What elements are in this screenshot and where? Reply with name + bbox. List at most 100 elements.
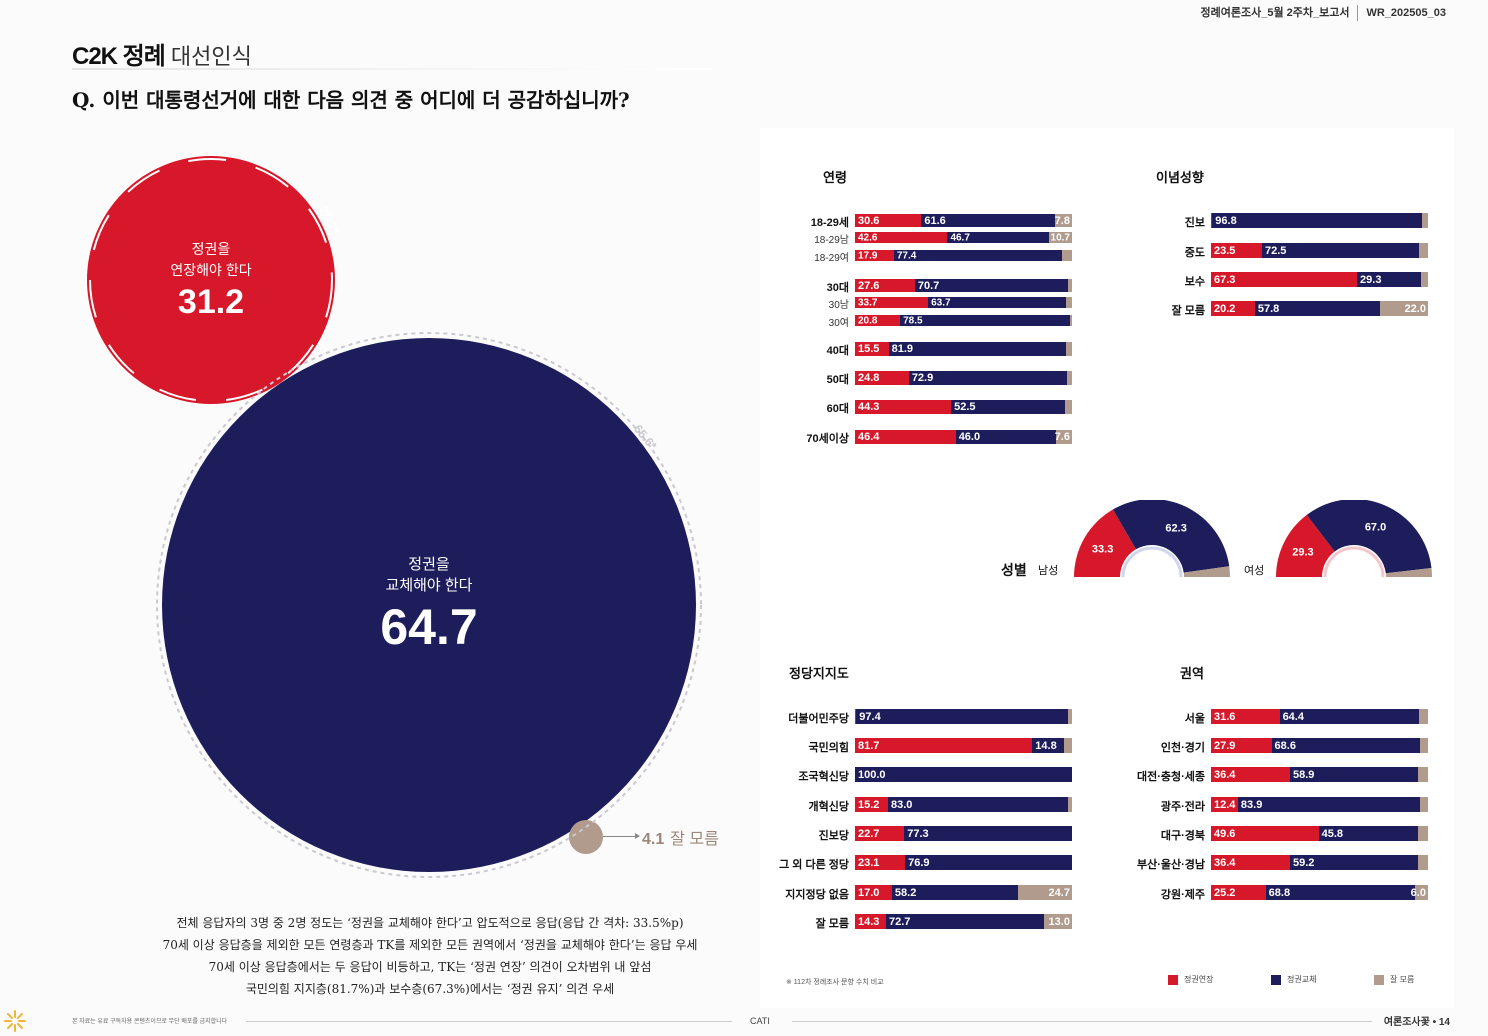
stacked-bar: 12.4 83.9	[1211, 797, 1428, 812]
section-ideology-title: 이념성향	[1156, 170, 1204, 185]
dontknow-segment: 7.6	[1055, 430, 1072, 444]
extend-segment: 24.8	[855, 371, 909, 385]
replace-segment: 61.6	[921, 214, 1056, 227]
dontknow-segment	[1067, 371, 1072, 385]
footer-disclaimer: 본 자료는 유료 구독자용 콘텐츠이므로 무단 배포를 금지합니다	[72, 1019, 228, 1025]
extend-segment: 15.5	[855, 342, 889, 356]
segment-value: 10.7	[1050, 232, 1070, 243]
segment-value: 46.7	[950, 232, 970, 243]
extend-segment: 30.6	[855, 214, 922, 227]
slice-value: 33.3	[1092, 544, 1113, 556]
segment-value: 77.4	[896, 250, 917, 261]
dontknow-segment	[1064, 738, 1072, 753]
extend-segment: 36.4	[1211, 855, 1290, 870]
segment-value: 63.7	[931, 297, 951, 308]
segment-value: 42.6	[858, 232, 878, 243]
extend-segment: 20.2	[1211, 301, 1255, 316]
dontknow-segment	[1066, 297, 1072, 308]
stacked-bar: 36.4 58.9	[1211, 767, 1428, 782]
segment-value: 58.9	[1292, 768, 1315, 781]
bar-row-label: 40대	[826, 345, 849, 358]
segment-value: 100.0	[858, 768, 886, 781]
segment-value: 33.7	[858, 297, 878, 308]
bar-row-label: 30여	[828, 318, 849, 330]
stacked-bar: 46.4 46.0 7.6	[855, 430, 1072, 444]
segment-value: 77.3	[907, 827, 929, 840]
bar-row-label: 50대	[826, 374, 849, 387]
bar-row-label: 그 외 다른 정당	[779, 858, 849, 871]
bar-row-label: 더불어민주당	[788, 712, 849, 725]
stacked-bar: 36.4 59.2	[1211, 855, 1428, 870]
segment-value: 20.2	[1214, 302, 1236, 315]
bar-row-label: 30대	[826, 281, 849, 294]
replace-segment: 83.0	[887, 797, 1069, 812]
dontknow-slice	[1183, 566, 1230, 577]
extend-segment: 31.6	[1211, 709, 1280, 724]
extend-slice	[1276, 514, 1335, 577]
segment-value: 12.4	[1214, 798, 1236, 811]
summary-line: 70세 이상 응답층에서는 두 응답이 비등하고, TK는 ‘정권 연장’ 의견…	[208, 960, 652, 974]
stacked-bar: 100.0	[855, 767, 1072, 782]
stacked-bar: 81.7 14.8	[855, 738, 1072, 753]
segment-value: 46.4	[858, 431, 880, 443]
segment-value: 57.8	[1257, 302, 1280, 315]
replace-segment: 64.4	[1279, 709, 1420, 724]
segment-value: 70.7	[917, 279, 940, 292]
replace-segment: 78.5	[900, 315, 1071, 326]
legend-extend-swatch	[1168, 974, 1178, 985]
replace-segment: 68.8	[1265, 885, 1415, 900]
segment-value: 14.3	[858, 915, 880, 928]
brand-name: C2K 정례	[72, 43, 166, 70]
stacked-bar: 14.3 72.7 13.0	[855, 914, 1072, 929]
extend-segment: 36.4	[1211, 767, 1290, 782]
stacked-bar: 23.1 76.9	[855, 855, 1072, 870]
bar-row-label: 대구·경북	[1160, 829, 1205, 842]
section-party-title: 정당지지도	[789, 666, 849, 681]
stacked-bar: 30.6 61.6 7.8	[855, 214, 1072, 227]
segment-value: 44.3	[858, 401, 880, 413]
section-name: 대선인식	[170, 44, 252, 69]
bar-row-label: 서울	[1184, 712, 1205, 725]
segment-value: 97.4	[859, 710, 881, 723]
replace-segment: 58.9	[1289, 767, 1418, 782]
extend-label-2: 연장해야 한다	[170, 261, 252, 278]
segment-value: 13.0	[1048, 915, 1070, 928]
bar-row-label: 인천·경기	[1160, 741, 1205, 754]
segment-value: 23.5	[1214, 244, 1236, 257]
extend-label-1: 정권을	[191, 240, 231, 257]
stacked-bar: 27.9 68.6	[1211, 738, 1428, 753]
extend-segment: 67.3	[1211, 272, 1358, 287]
footer-page: 여론조사꽃 • 14	[1383, 1017, 1450, 1028]
segment-value: 72.9	[911, 372, 934, 384]
dontknow-segment: 6.0	[1411, 885, 1428, 900]
replace-segment: 46.0	[955, 430, 1056, 444]
dontknow-segment	[1070, 315, 1072, 326]
summary-line: 전체 응답자의 3명 중 2명 정도는 ‘정권을 교체해야 한다’고 압도적으로…	[176, 916, 684, 930]
report-header: 정례여론조사_5월 2주차_보고서 WR_202505_03	[1200, 4, 1446, 22]
footer-rule	[792, 1021, 1372, 1022]
replace-segment: 70.7	[914, 279, 1069, 292]
legend-dontknow-label: 잘 모름	[1390, 975, 1415, 984]
replace-segment: 58.2	[891, 885, 1019, 900]
stacked-bar: 27.6 70.7	[855, 279, 1072, 292]
slice-value: 62.3	[1165, 523, 1186, 535]
extend-segment: 42.6	[855, 232, 948, 243]
bar-row-label: 진보당	[818, 829, 849, 842]
donut-inner-ring	[1121, 546, 1183, 578]
segment-value: 49.6	[1214, 827, 1236, 840]
dontknow-segment	[1068, 279, 1072, 292]
stacked-bar: 15.5 81.9	[855, 342, 1072, 356]
legend-extend-label: 정권연장	[1184, 975, 1214, 984]
stacked-bar: 49.6 45.8	[1211, 826, 1428, 841]
extend-segment	[1211, 213, 1213, 228]
segment-value: 52.5	[954, 401, 976, 413]
bar-row-label: 국민의힘	[808, 741, 849, 754]
replace-segment: 14.8	[1032, 738, 1065, 753]
extend-segment: 81.7	[855, 738, 1033, 753]
dontknow-segment	[1418, 855, 1428, 870]
segment-value: 58.2	[894, 886, 917, 899]
stacked-bar: 17.9 77.4	[855, 250, 1072, 261]
report-title: 정례여론조사_5월 2주차_보고서	[1200, 7, 1350, 19]
segment-value: 36.4	[1214, 768, 1236, 781]
footnote: ※ 112차 정례조사 문항 수치 비교	[786, 979, 884, 986]
